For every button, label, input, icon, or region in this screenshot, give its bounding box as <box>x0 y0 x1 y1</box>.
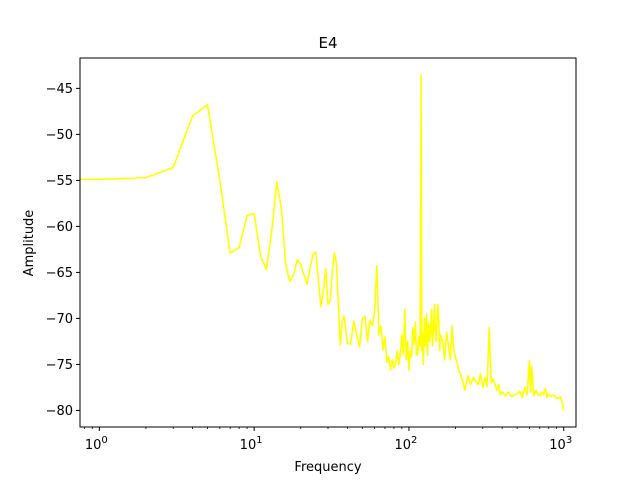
y-tick-label: −80 <box>46 404 73 419</box>
y-tick-label: −55 <box>46 174 73 189</box>
chart-title: E4 <box>318 34 337 52</box>
y-tick-label: −60 <box>46 220 73 235</box>
y-axis-ticks: −45 −50 −55 −60 −65 −70 −75 −80 <box>46 82 80 419</box>
x-axis-label: Frequency <box>294 460 361 475</box>
plot-area <box>80 73 565 411</box>
y-axis-label: Amplitude <box>22 210 37 277</box>
y-tick-label: −70 <box>46 312 73 327</box>
y-tick-label: −50 <box>46 128 73 143</box>
x-tick-exponent: 2 <box>411 435 417 446</box>
x-tick-exponent: 0 <box>101 435 107 446</box>
y-tick-label: −75 <box>46 358 73 373</box>
x-tick-exponent: 1 <box>256 435 262 446</box>
x-tick-exponent: 3 <box>566 435 572 446</box>
y-tick-label: −45 <box>46 82 73 97</box>
y-tick-label: −65 <box>46 266 73 281</box>
plot-frame <box>79 57 577 428</box>
series-line-0 <box>80 73 565 411</box>
